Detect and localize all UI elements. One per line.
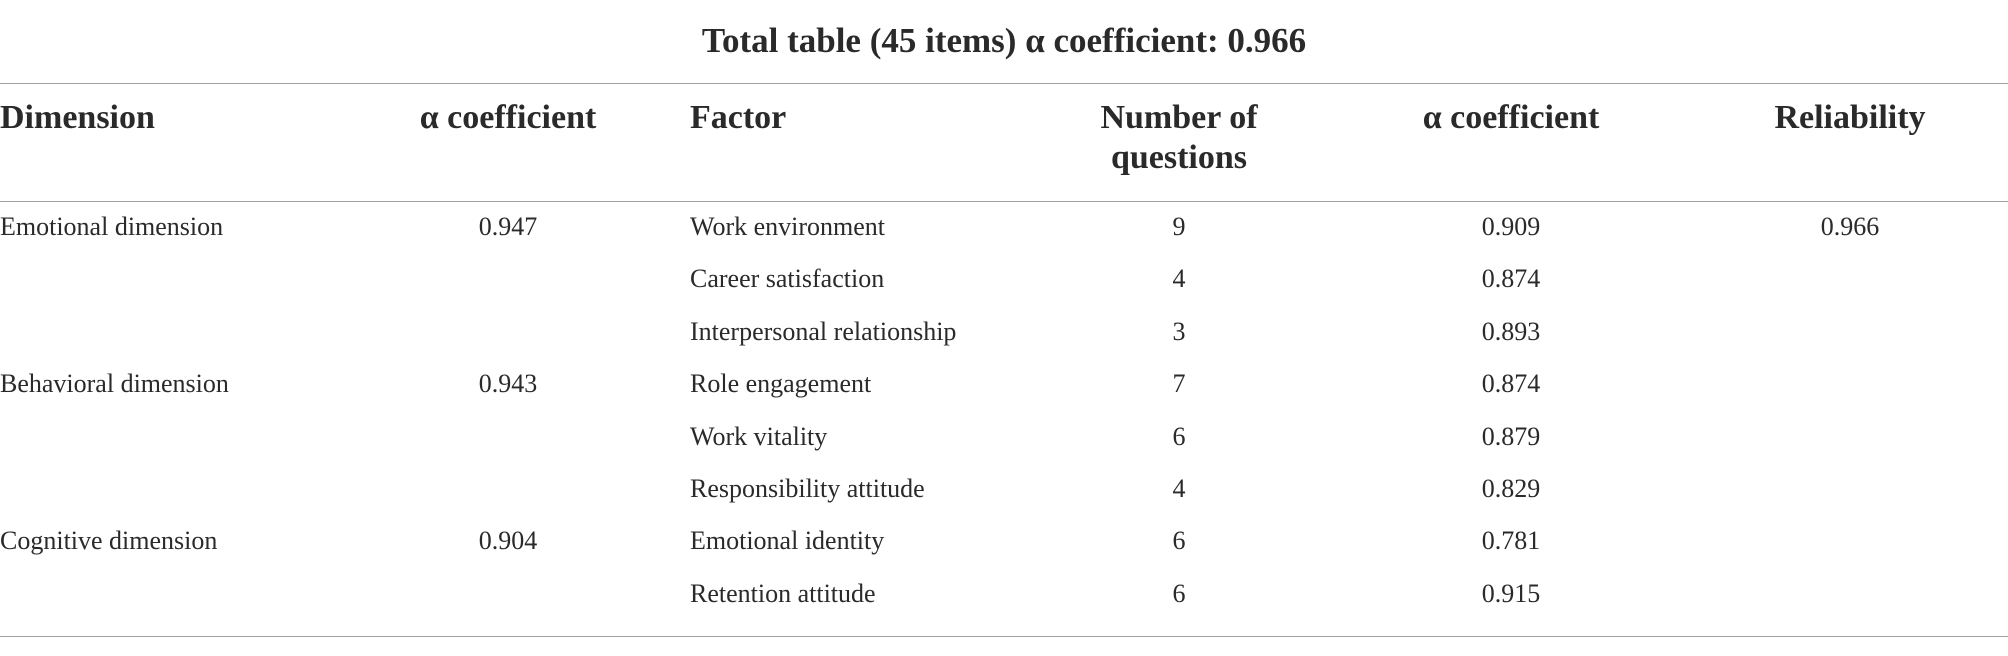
table-cell: 0.909 (1481, 212, 1541, 241)
table-cell: 9 (1172, 212, 1186, 241)
table-cell: 0.874 (1481, 264, 1541, 294)
table-cell: 0.904 (478, 526, 538, 556)
table-cell: Emotional identity (690, 526, 885, 556)
table-title: Total table (45 items) α coefficient: 0.… (701, 21, 1307, 60)
table-cell: 0.943 (478, 369, 538, 399)
table-cell: 4 (1172, 474, 1186, 503)
column-header: Number of questions (1100, 99, 1258, 176)
table-cell: Interpersonal relationship (690, 316, 957, 346)
table-cell: Retention attitude (690, 578, 876, 608)
table-cell: 0.874 (1481, 369, 1541, 399)
table-cell: 6 (1172, 578, 1186, 608)
table-cell: 0.966 (1820, 212, 1880, 241)
table-cell: Work environment (690, 212, 886, 241)
header-rule (0, 201, 2008, 202)
table-cell: 0.829 (1481, 474, 1541, 503)
table-cell: Cognitive dimension (0, 526, 218, 556)
table-cell: 7 (1172, 369, 1186, 399)
table-cell: 4 (1172, 264, 1186, 294)
table-cell: Role engagement (690, 369, 872, 399)
table-cell: 6 (1172, 526, 1186, 556)
table-cell: Work vitality (690, 421, 828, 451)
column-header: Factor (690, 99, 787, 136)
top-rule (0, 83, 2008, 84)
table-cell: 0.781 (1481, 526, 1541, 556)
table-cell: Responsibility attitude (690, 474, 925, 503)
table-cell: 0.947 (478, 212, 538, 241)
column-header: Dimension (0, 99, 155, 136)
column-header: α coefficient (1422, 99, 1600, 136)
table-cell: Career satisfaction (690, 264, 885, 294)
table-cell: Behavioral dimension (0, 369, 229, 399)
column-header: Reliability (1774, 99, 1926, 136)
table-cell: Emotional dimension (0, 212, 224, 241)
table-cell: 0.915 (1481, 578, 1541, 608)
column-header: α coefficient (419, 99, 597, 136)
table-cell: 6 (1172, 421, 1186, 451)
table-cell: 0.893 (1481, 316, 1541, 346)
table-cell: 0.879 (1481, 421, 1541, 451)
bottom-rule (0, 636, 2008, 637)
table-cell: 3 (1172, 316, 1186, 346)
